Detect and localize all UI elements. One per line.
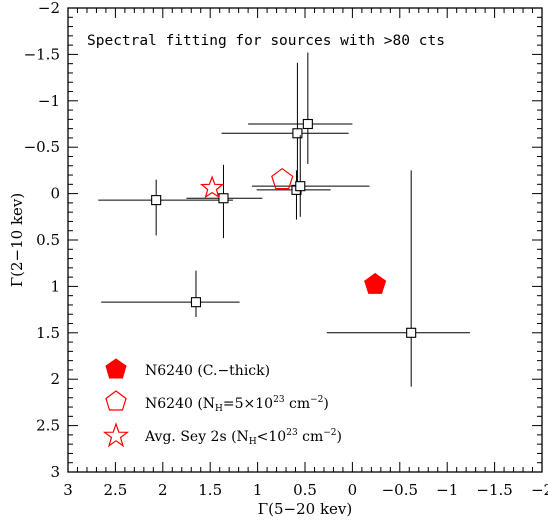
marker-filled-pentagon [364,272,387,294]
data-point-square [406,327,417,338]
x-tick-label: −0.5 [382,481,418,499]
chart-title: Spectral fitting for sources with >80 ct… [87,33,445,49]
y-tick-label: −2 [38,0,60,17]
special-markers [199,167,387,294]
y-tick-labels: −2 −1.5 −1 −0.5 0 0.5 1 1.5 2 2.5 3 [24,0,60,481]
legend-label-ctk: N6240 (C.−thick) [145,363,270,379]
data-point-square [302,118,313,130]
data-point-square [218,193,229,204]
marker-open-star [199,175,225,199]
x-tick-label: −1 [436,481,458,499]
y-tick-label: 1 [50,277,60,295]
x-tick-label: 0.5 [293,481,317,499]
y-tick-label: −1.5 [24,45,60,63]
x-tick-label: 3 [63,481,73,499]
legend: N6240 (C.−thick) N6240 (NH=5×1023 cm−2) … [102,358,342,448]
x-axis-label: Γ(5−20 kev) [258,500,353,518]
legend-star-icon [102,422,130,448]
x-tick-label: 0 [348,481,358,499]
y-axis-label: Γ(2−10 kev) [8,193,26,288]
data-point-square [295,181,306,192]
legend-label-sey2: Avg. Sey 2s (NH<1023 cm−2) [144,428,342,447]
x-tick-label: 1.5 [198,481,222,499]
y-tick-label: 1.5 [36,324,60,342]
y-tick-label: 0 [50,185,60,203]
x-tick-label: −2 [531,481,548,499]
legend-open-pentagon-icon [105,390,127,411]
legend-filled-pentagon-icon [105,358,127,379]
legend-label-nh5e23: N6240 (NH=5×1023 cm−2) [145,395,329,414]
data-point-square [190,297,202,308]
data-point-square [292,128,303,139]
y-tick-label: −1 [38,92,60,110]
marker-open-pentagon [271,167,294,190]
x-tick-labels: 3 2.5 2 1.5 1 0.5 0 −0.5 −1 −1.5 −2 [63,481,548,499]
y-tick-label: 2 [50,370,60,388]
y-tick-label: −0.5 [24,138,60,156]
x-tick-label: 2 [158,481,168,499]
axis-ticks [67,7,543,473]
y-tick-label: 3 [50,463,60,481]
x-tick-label: −1.5 [476,481,512,499]
error-bars [98,52,470,387]
data-point-square [151,195,162,206]
y-tick-label: 2.5 [36,417,60,435]
x-tick-label: 2.5 [103,481,127,499]
x-tick-label: 1 [253,481,263,499]
y-tick-label: 0.5 [36,231,60,249]
